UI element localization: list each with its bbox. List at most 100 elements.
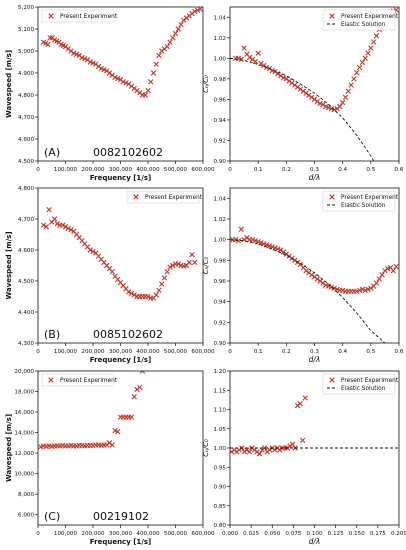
data-point — [252, 58, 259, 65]
y-tick-label: 6,000 — [18, 513, 34, 519]
data-point — [258, 240, 264, 246]
data-point — [167, 264, 173, 270]
data-point — [362, 55, 368, 62]
data-point — [79, 54, 85, 61]
y-tick-label: 1.04 — [214, 15, 227, 21]
legend: Present Experiment Elastic Solution — [322, 190, 399, 212]
x-tick-label: 0.2 — [282, 167, 291, 173]
x-tick-label: 0 — [228, 167, 232, 173]
y-tick-label: 4,800 — [18, 93, 34, 99]
y-axis-label: Wavespeed [m/s] — [5, 50, 13, 118]
data-point — [120, 79, 126, 85]
specimen-id: 0085102602 — [93, 328, 163, 341]
y-tick-label: 0.96 — [214, 97, 227, 103]
data-point — [87, 247, 93, 253]
x-tick-label: 0.000 — [222, 531, 238, 537]
y-tick-label: 0.90 — [214, 485, 227, 491]
x-tick-label: 400,000 — [136, 167, 160, 173]
x-tick-label: 0.5 — [366, 167, 375, 173]
y-tick-label: 20,000 — [14, 369, 34, 375]
y-tick-label: 0.94 — [214, 300, 227, 306]
y-tick-label: 4,800 — [18, 186, 34, 192]
data-point — [148, 79, 154, 85]
data-point — [331, 285, 337, 291]
data-point — [342, 94, 349, 101]
data-point — [164, 269, 170, 275]
y-tick-label: 1.15 — [214, 388, 227, 394]
y-tick-label: 12,000 — [14, 451, 34, 457]
data-point — [339, 99, 346, 106]
data-point — [354, 70, 360, 76]
data-point — [368, 45, 374, 51]
x-tick-label: 0.2 — [282, 349, 291, 355]
plot-area — [40, 207, 198, 301]
x-tick-label: 400,000 — [136, 531, 160, 537]
data-point — [68, 227, 74, 233]
data-point — [365, 50, 371, 56]
y-tick-label: 0.80 — [214, 523, 227, 529]
x-tick-label: 200,000 — [81, 349, 105, 355]
data-point — [73, 51, 80, 57]
y-tick-label: 0.92 — [214, 320, 226, 326]
data-point — [393, 263, 399, 270]
plot-frame — [37, 370, 204, 526]
y-tick-label: 4,500 — [18, 279, 34, 285]
data-point — [337, 103, 343, 110]
data-point — [302, 395, 308, 401]
y-tick-label: 4,500 — [18, 159, 34, 165]
legend-box — [41, 373, 115, 387]
data-point — [167, 39, 173, 45]
legend-entry: Present Experiment — [60, 378, 118, 384]
y-tick-label: 1.20 — [214, 369, 227, 375]
data-point — [128, 414, 135, 420]
data-point — [65, 225, 71, 231]
data-point — [345, 88, 351, 94]
y-tick-label: 1.00 — [214, 238, 227, 244]
data-point — [51, 216, 58, 222]
data-point — [153, 61, 159, 67]
x-tick-label: 0.6 — [395, 167, 404, 173]
chart-A-right: 0 0.1 0.2 0.3 0.4 0.5 0.6 0.90 0.92 0.94 0.96 0.98 1… — [202, 6, 404, 182]
y-tick-label: 4,600 — [18, 248, 34, 254]
data-point — [82, 56, 88, 62]
legend-entry: Elastic Solution — [341, 386, 386, 392]
data-point — [261, 445, 268, 451]
data-point — [186, 259, 192, 266]
plot-area — [230, 226, 399, 343]
chart-C-left: 0 100,000 200,000 300,000 400,000 500,000 600,… — [5, 369, 215, 546]
x-tick-label: 0 — [228, 349, 232, 355]
chart-B-right: 0 0.1 0.2 0.3 0.4 0.5 0.6 0.90 0.92 0.94 0.96 0.98 1… — [202, 187, 404, 364]
data-point — [354, 288, 360, 295]
x-tick-label: 600,000 — [191, 531, 215, 537]
x-tick-label: 0.125 — [328, 531, 344, 537]
x-axis-label: Frequency [1/s] — [90, 174, 151, 182]
x-tick-label: 100,000 — [54, 167, 78, 173]
y-tick-label: 16,000 — [14, 410, 34, 416]
y-axis-label: Wavespeed [m/s] — [5, 231, 13, 299]
data-point — [115, 75, 121, 82]
x-axis-label: Frequency [1/s] — [90, 356, 151, 364]
x-tick-label: 0.4 — [338, 349, 347, 355]
data-point — [390, 267, 397, 274]
legend-entry: Elastic Solution — [341, 203, 386, 209]
data-point — [109, 442, 115, 448]
data-point — [334, 286, 340, 292]
specimen-id: 00219102 — [93, 510, 149, 523]
data-point — [192, 8, 198, 15]
x-tick-label: 500,000 — [164, 167, 188, 173]
legend-entry: Present Experiment — [341, 378, 399, 384]
x-tick-label: 0.3 — [310, 167, 319, 173]
data-point — [356, 64, 363, 71]
x-tick-label: 0.4 — [338, 167, 347, 173]
data-point — [128, 290, 135, 297]
y-tick-label: 1.04 — [214, 196, 227, 202]
x-tick-label: 0.100 — [306, 531, 322, 537]
y-tick-label: 8,000 — [18, 492, 34, 498]
x-tick-label: 0.200 — [391, 531, 406, 537]
plot-area — [230, 395, 399, 457]
plot-area — [38, 371, 146, 450]
legend-x-marker — [48, 13, 54, 19]
x-tick-label: 0.5 — [366, 349, 375, 355]
y-axis-label: Cₙ/C₀ — [202, 256, 210, 274]
